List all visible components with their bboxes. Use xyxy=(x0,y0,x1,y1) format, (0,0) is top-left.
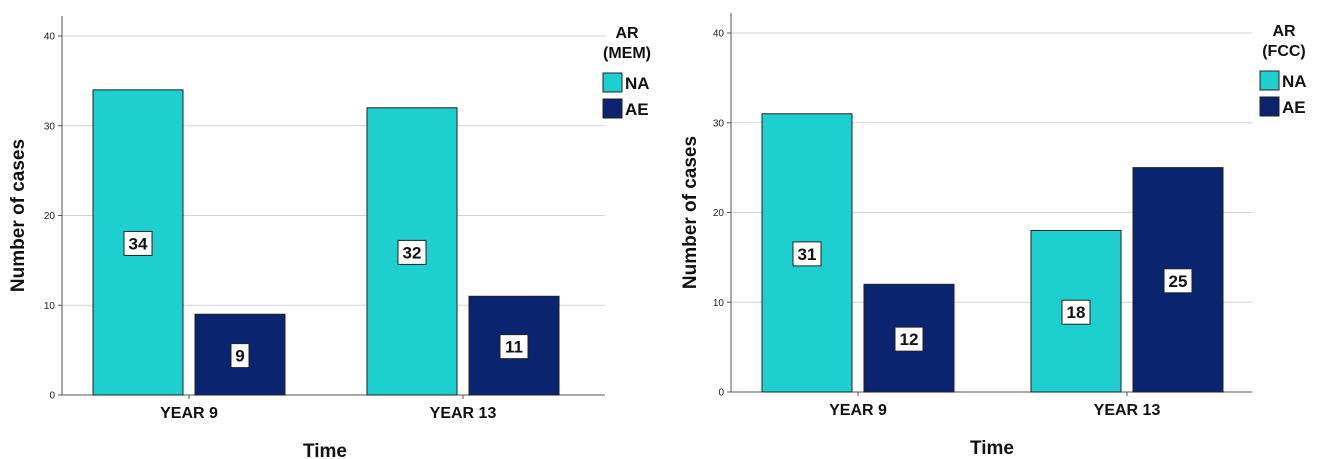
legend-swatch-ae xyxy=(1259,96,1280,117)
x-tick-label: YEAR 9 xyxy=(160,405,218,422)
data-label: 9 xyxy=(235,347,244,366)
legend-title: AR xyxy=(1272,23,1296,40)
data-label-box xyxy=(499,334,529,360)
y-tick-label: 10 xyxy=(44,301,56,312)
data-label-box xyxy=(894,326,924,352)
y-tick-label: 20 xyxy=(713,208,725,219)
x-tick-label: YEAR 13 xyxy=(430,405,497,422)
y-tick-label: 40 xyxy=(713,29,725,40)
legend-swatch-ae xyxy=(602,98,623,119)
y-tick-label: 40 xyxy=(44,32,56,43)
legend-label-ae: AE xyxy=(1282,98,1306,117)
legend-title: AR xyxy=(615,25,639,42)
y-axis-title: Number of cases xyxy=(8,139,29,292)
y-tick-label: 20 xyxy=(44,211,56,222)
x-axis-title: Time xyxy=(970,438,1014,459)
x-tick-label: YEAR 9 xyxy=(829,402,887,419)
y-tick-label: 0 xyxy=(49,391,55,402)
data-label-box xyxy=(792,241,822,267)
legend-label-na: NA xyxy=(625,74,650,93)
data-label: 31 xyxy=(798,245,817,264)
data-label-box xyxy=(397,239,427,265)
data-label-box xyxy=(230,343,250,369)
legend-title: (FCC) xyxy=(1262,43,1306,60)
chart-panel-1: 0 10 20 30 40 34 9 YEAR 9 32 11 YEAR 13 Time Number … xyxy=(8,16,651,459)
x-tick-label: YEAR 13 xyxy=(1094,402,1161,419)
bar-ae-year-9 xyxy=(863,283,955,393)
data-label: 12 xyxy=(900,330,919,349)
data-label-box xyxy=(1163,268,1193,294)
data-label-box xyxy=(123,230,153,256)
legend-swatch-na xyxy=(602,72,623,93)
y-tick-label: 10 xyxy=(713,298,725,309)
data-label: 25 xyxy=(1169,272,1188,291)
legend-label-ae: AE xyxy=(625,100,649,119)
legend-label-na: NA xyxy=(1282,72,1307,91)
data-label: 18 xyxy=(1067,303,1086,322)
y-tick-label: 30 xyxy=(44,121,56,132)
data-label: 32 xyxy=(403,243,422,262)
legend-swatch-na xyxy=(1259,70,1280,91)
data-label: 11 xyxy=(505,338,523,357)
legend-title: (MEM) xyxy=(603,45,651,62)
x-axis-title: Time xyxy=(303,441,347,459)
y-axis-title: Number of cases xyxy=(680,136,701,289)
chart-panel-2: 0 10 20 30 40 31 12 YEAR 9 18 25 YEAR 13 Time Number… xyxy=(680,13,1307,459)
data-label: 34 xyxy=(129,234,148,253)
y-tick-label: 30 xyxy=(713,118,725,129)
data-label-box xyxy=(1061,299,1091,325)
y-tick-label: 0 xyxy=(718,388,724,399)
